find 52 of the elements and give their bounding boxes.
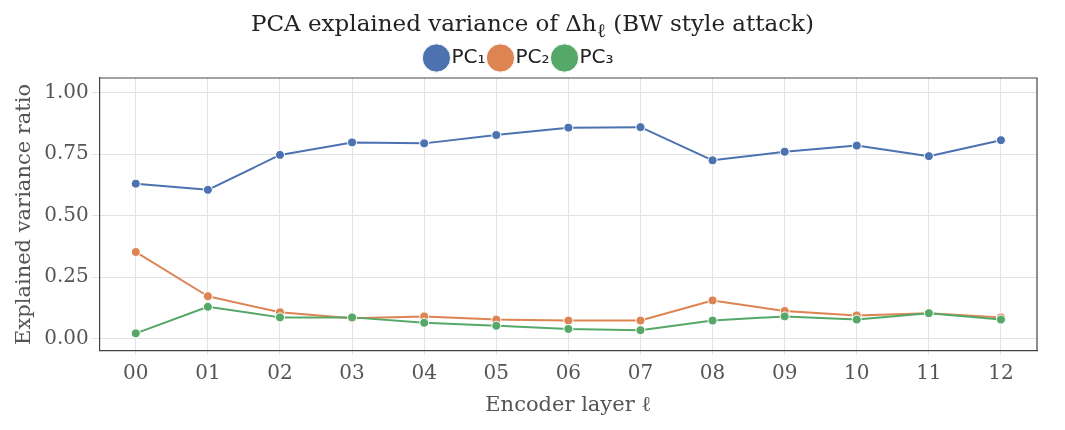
x-tick-label: 00: [123, 360, 149, 384]
point: [563, 323, 574, 334]
point: [130, 328, 141, 339]
chart-title: PCA explained variance of Δh$_{ℓ}$ (BW style attack): [250, 9, 815, 42]
point: [419, 317, 430, 328]
point: [779, 311, 790, 322]
point: [779, 146, 790, 157]
point: [491, 320, 502, 331]
x-tick-label: 11: [916, 360, 942, 384]
x-axis-title: Encoder layer ℓ: [485, 391, 652, 416]
point: [274, 312, 285, 323]
point: [635, 325, 646, 336]
x-tick-label: 10: [844, 360, 870, 384]
point: [274, 149, 285, 160]
y-tick-label: 0.00: [44, 324, 89, 349]
point: [851, 314, 862, 325]
x-tick-label: 06: [555, 360, 582, 384]
point: [635, 315, 646, 326]
x-tick-label: 05: [483, 360, 509, 384]
y-tick-label: 0.75: [44, 140, 89, 165]
x-tick-label: 09: [771, 360, 798, 384]
point: [202, 291, 213, 302]
point: [202, 301, 213, 312]
point: [707, 295, 718, 306]
point: [995, 135, 1006, 146]
point: [923, 151, 934, 162]
x-tick-label: 01: [195, 360, 221, 384]
x-tick-label: 12: [988, 360, 1014, 384]
point: [563, 315, 574, 326]
point: [851, 140, 862, 151]
y-tick-label: 0.25: [44, 263, 89, 288]
point: [202, 184, 213, 195]
legend-label: PC₂: [515, 44, 550, 69]
point: [635, 122, 646, 133]
point: [419, 138, 430, 149]
y-tick-label: 0.50: [44, 201, 89, 226]
legend-label: PC₁: [451, 44, 486, 69]
x-tick-label: 07: [627, 360, 654, 384]
y-tick-label: 1.00: [44, 78, 89, 103]
x-tick-label: 08: [699, 360, 726, 384]
point: [707, 315, 718, 326]
point: [563, 122, 574, 133]
x-tick-label: 02: [267, 360, 293, 384]
point: [130, 247, 141, 257]
x-tick-label: 04: [411, 360, 437, 384]
point: [491, 130, 502, 141]
point: [707, 155, 718, 166]
x-tick-label: 03: [339, 360, 365, 384]
y-axis-title: Explained variance ratio: [11, 83, 36, 345]
point: [347, 137, 358, 148]
point: [130, 178, 141, 189]
legend-label: PC₃: [579, 44, 614, 69]
